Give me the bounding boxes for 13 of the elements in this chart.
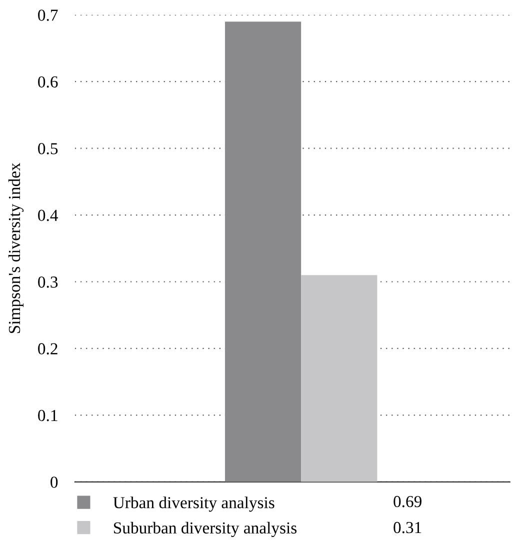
legend-label: Suburban diversity analysis bbox=[114, 522, 297, 537]
text: 0.69 bbox=[394, 496, 422, 508]
y-tick-label: 0.1 bbox=[38, 410, 58, 422]
y-axis-title: Simpson's diversity index bbox=[8, 162, 24, 334]
text: 0.31 bbox=[394, 522, 422, 534]
y-tick-label: 0.2 bbox=[38, 343, 58, 354]
y-tick-label: 0 bbox=[50, 476, 58, 488]
y-tick-label: 0.6 bbox=[38, 76, 58, 88]
legend-label: Urban diversity analysis bbox=[113, 496, 274, 512]
y-tick-label: 0.7 bbox=[38, 10, 58, 21]
y-tick-label: 0.5 bbox=[38, 143, 58, 154]
y-tick-label: 0.3 bbox=[38, 276, 58, 288]
y-tick-label: 0.4 bbox=[38, 210, 58, 222]
